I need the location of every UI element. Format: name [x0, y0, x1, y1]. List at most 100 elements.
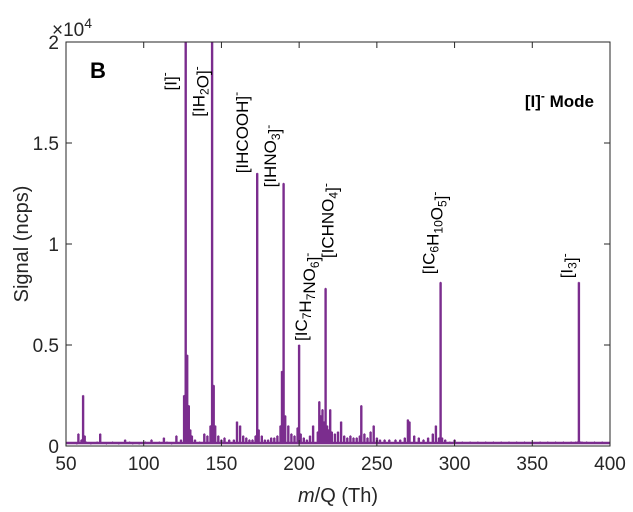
- data-point: [96, 441, 98, 443]
- data-point: [186, 354, 188, 356]
- data-point: [183, 394, 185, 397]
- data-point: [99, 433, 101, 435]
- data-point: [384, 439, 386, 441]
- data-point: [328, 429, 330, 431]
- data-point: [118, 443, 120, 445]
- panel-letter: B: [90, 58, 106, 83]
- data-point: [337, 431, 339, 433]
- data-point: [85, 441, 87, 443]
- data-point: [158, 441, 160, 443]
- data-point: [404, 437, 406, 439]
- data-point: [352, 437, 355, 439]
- data-point: [273, 437, 275, 439]
- data-point: [82, 394, 84, 397]
- data-point: [129, 441, 131, 443]
- data-point: [379, 439, 381, 441]
- data-point: [461, 441, 463, 443]
- data-point: [449, 441, 451, 443]
- data-point: [492, 441, 494, 443]
- data-point: [408, 421, 411, 423]
- data-point: [586, 441, 588, 443]
- data-point: [360, 405, 362, 407]
- data-point: [523, 441, 526, 443]
- data-point: [112, 441, 114, 443]
- peak-label: [I3]-: [558, 253, 581, 278]
- data-point: [394, 439, 397, 441]
- data-point: [287, 425, 289, 427]
- peak-label: [IHCOOH]-: [229, 92, 252, 173]
- axes: 50 100 150 200 250 300 350 400 0 0.5 1 1.5 2×104 m/Q …: [11, 15, 626, 507]
- data-point: [373, 425, 375, 427]
- data-point: [539, 441, 541, 443]
- data-point: [138, 443, 140, 445]
- peak-label: [IC7H7NO6]-: [292, 253, 323, 341]
- data-point: [290, 433, 292, 435]
- data-point: [233, 439, 235, 441]
- data-point: [320, 415, 322, 417]
- data-point: [422, 439, 425, 441]
- data-point: [175, 435, 177, 437]
- mode-label: [I]- Mode: [525, 89, 594, 111]
- data-point: [300, 433, 302, 435]
- data-point: [356, 437, 358, 439]
- data-point: [209, 425, 212, 427]
- data-point: [228, 439, 230, 441]
- data-point: [270, 437, 272, 439]
- x-tick-label: 50: [55, 454, 76, 475]
- data-point: [438, 437, 440, 439]
- data-point: [562, 441, 565, 443]
- data-point: [213, 384, 215, 386]
- data-point: [206, 435, 208, 437]
- x-tick-label: 350: [516, 454, 548, 475]
- y-axis-title: Signal (ncps): [11, 186, 33, 303]
- data-point: [575, 441, 577, 443]
- x-tick-label: 100: [128, 454, 160, 475]
- data-point: [331, 431, 333, 433]
- data-point: [203, 433, 205, 435]
- data-point: [214, 425, 216, 427]
- data-point: [469, 441, 471, 443]
- data-point: [413, 435, 415, 437]
- data-point: [297, 427, 299, 429]
- y-tick-label: 1: [48, 235, 59, 256]
- y-tick-label: 0.5: [33, 336, 59, 357]
- data-point: [508, 441, 510, 443]
- data-point: [293, 435, 296, 437]
- data-point: [547, 441, 549, 443]
- data-point: [432, 433, 434, 435]
- data-point: [236, 421, 238, 423]
- data-point: [418, 437, 420, 439]
- data-point: [370, 431, 372, 433]
- data-point: [323, 421, 325, 423]
- data-point: [284, 415, 286, 417]
- data-point: [334, 433, 336, 435]
- x-axis-title: m/Q (Th): [298, 485, 378, 507]
- peak-annotations: [I]-[IH2O]-[IHCOOH]-[IHNO3]-[IC7H7NO6]-[…: [157, 66, 580, 341]
- data-point: [261, 435, 263, 437]
- data-point: [171, 443, 173, 445]
- data-point: [388, 439, 390, 441]
- data-point: [267, 439, 269, 441]
- data-point: [325, 287, 327, 289]
- data-point: [105, 443, 107, 445]
- data-point: [359, 435, 361, 437]
- data-point: [239, 425, 241, 427]
- data-point: [242, 435, 244, 437]
- data-point: [258, 429, 260, 431]
- y-exponent-label: ×104: [52, 15, 92, 41]
- data-point: [90, 443, 92, 445]
- data-point: [281, 370, 283, 372]
- data-point: [150, 439, 153, 441]
- peak-label: [IC6H10O5]-: [419, 192, 450, 275]
- data-point: [578, 281, 580, 283]
- data-point: [321, 409, 324, 411]
- data-point: [349, 435, 351, 437]
- data-point: [500, 441, 502, 443]
- data-point: [77, 433, 79, 435]
- data-point: [326, 425, 328, 427]
- data-point: [132, 443, 134, 445]
- peak-label: [IHNO3]-: [261, 125, 284, 188]
- data-point: [256, 172, 258, 174]
- y-tick-label: 1.5: [33, 134, 59, 155]
- data-point: [346, 437, 348, 439]
